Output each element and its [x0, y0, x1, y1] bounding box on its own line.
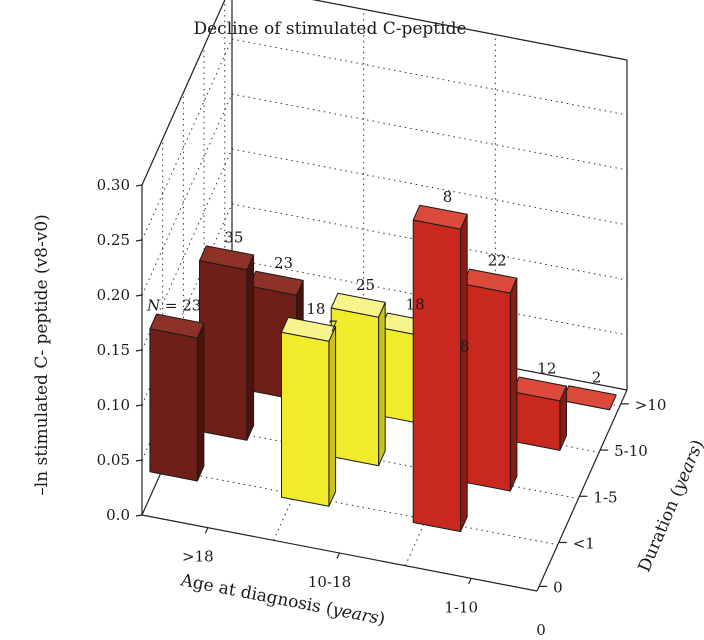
bar-top [412, 204, 468, 230]
bar-top [199, 245, 255, 271]
bar-n-label: 8 [460, 338, 470, 356]
x-tick-mark [204, 527, 209, 534]
z-axis-title: –ln stimulated C- peptide (v8-v0) [32, 214, 52, 496]
bar [330, 292, 386, 467]
z-tick-label: 0.0 [106, 506, 130, 524]
bar-front [281, 331, 330, 507]
bar-n-label: 25 [356, 276, 375, 294]
bar-n-label: 8 [443, 188, 453, 206]
grid-line [141, 203, 233, 406]
grid-line [141, 93, 233, 296]
bar-n-label: 12 [537, 360, 556, 378]
bar-n-label: 35 [224, 228, 243, 246]
z-tick-mark [135, 459, 143, 462]
bar-side [460, 213, 468, 533]
bar [561, 385, 617, 411]
bar-side [378, 301, 386, 467]
z-tick-mark [135, 294, 143, 297]
bar-side [328, 326, 337, 507]
z-tick-label: 0.25 [97, 231, 130, 249]
x-tick-mark [468, 578, 472, 585]
grid-line [231, 258, 628, 336]
bar-layer [149, 204, 617, 533]
bar-side [509, 277, 518, 492]
bar-n-label: N = 23 [146, 297, 201, 315]
grid-line [231, 93, 628, 171]
chart-title: Decline of stimulated C-peptide [193, 19, 466, 39]
bar-front [330, 307, 380, 467]
y-tick-label: 0 [553, 578, 563, 596]
bar-front [149, 328, 198, 482]
bar-n-label: 18 [406, 296, 425, 314]
bar-side [196, 322, 205, 482]
bar-front [412, 219, 462, 533]
bar [412, 204, 468, 533]
z-tick-label: 0.15 [97, 341, 130, 359]
axis-line [311, 0, 628, 61]
axis-line [141, 0, 226, 186]
x-tick-mark [336, 552, 341, 559]
z-tick-mark [135, 349, 143, 352]
bar-top [561, 385, 617, 411]
z-tick-mark [135, 184, 143, 187]
bar-top [149, 313, 205, 339]
grid-line [162, 468, 558, 546]
bar-top [281, 316, 337, 342]
y-tick-label: 5-10 [614, 442, 648, 460]
grid-line [141, 148, 233, 351]
bar-side [246, 254, 255, 441]
bar-n-label: 2 [592, 368, 602, 386]
x-axis-title: Age at diagnosis (years) [178, 570, 387, 629]
y-tick-label: 1-5 [593, 488, 617, 506]
bar [462, 268, 518, 492]
z-tick-label: 0.30 [97, 176, 130, 194]
x-tick-label: 1-10 [444, 598, 478, 616]
z-tick-mark [135, 514, 143, 517]
y-tick-label: >10 [635, 396, 667, 414]
x-tick-label: 0 [536, 621, 546, 635]
y-tick-label: <1 [573, 534, 595, 552]
bar [512, 376, 567, 451]
bar-n-label: 7 [328, 318, 338, 336]
bar [149, 313, 205, 482]
bar [281, 316, 337, 507]
z-tick-mark [135, 404, 143, 407]
bar-n-label: 23 [274, 254, 293, 272]
grid-line [231, 38, 628, 116]
grid-line [231, 203, 628, 281]
x-tick-label: >18 [182, 548, 214, 566]
bar [199, 245, 255, 441]
x-tick-label: 10-18 [308, 573, 351, 591]
z-tick-label: 0.10 [97, 396, 130, 414]
bar-n-label: 22 [488, 252, 507, 270]
bar-front [512, 391, 561, 451]
z-tick-mark [135, 239, 143, 242]
bar-front [199, 260, 248, 441]
z-tick-label: 0.05 [97, 451, 130, 469]
z-tick-label: 0.20 [97, 286, 130, 304]
bar-n-label: 18 [306, 300, 325, 318]
grid-line [141, 38, 233, 241]
axis-line [536, 389, 628, 592]
bar-top [330, 292, 386, 318]
bar-front [462, 283, 511, 492]
grid-line [231, 148, 628, 226]
